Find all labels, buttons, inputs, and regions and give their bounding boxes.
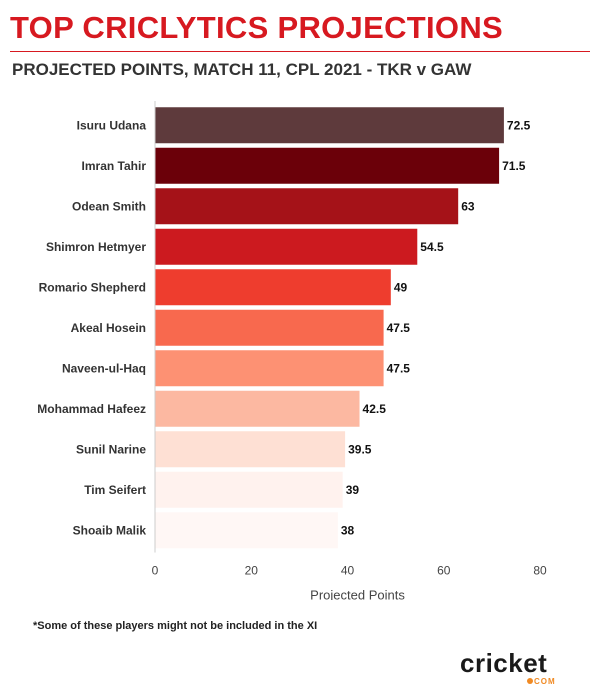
data-label: 38 — [341, 523, 355, 537]
footnote: *Some of these players might not be incl… — [33, 620, 318, 632]
cricket-com-logo: cricket COM — [460, 648, 575, 688]
data-label: 47.5 — [387, 361, 411, 375]
category-label: Naveen-ul-Haq — [62, 361, 146, 375]
bar-1 — [155, 107, 504, 144]
category-label: Tim Seifert — [84, 483, 146, 497]
x-tick-label: 60 — [437, 564, 451, 578]
data-label: 42.5 — [363, 402, 387, 416]
logo-wordmark: cricket — [460, 648, 548, 678]
data-label: 39.5 — [348, 442, 372, 456]
category-label: Isuru Udana — [77, 118, 147, 132]
data-label: 47.5 — [387, 321, 411, 335]
bar-2 — [155, 147, 500, 184]
data-label: 71.5 — [502, 159, 526, 173]
logo-suffix: COM — [534, 677, 556, 686]
category-label: Imran Tahir — [82, 159, 147, 173]
x-tick-label: 40 — [341, 564, 355, 578]
bar-chart: Isuru Udana 72.5 Imran Tahir 71.5 Odean Smit… — [37, 101, 547, 601]
chart-subtitle: PROJECTED POINTS, MATCH 11, CPL 2021 - T… — [12, 60, 472, 79]
data-label: 72.5 — [507, 118, 531, 132]
category-label: Mohammad Hafeez — [37, 402, 146, 416]
category-label: Shimron Hetmyer — [46, 240, 146, 254]
category-label: Odean Smith — [72, 199, 146, 213]
bar-8 — [155, 390, 360, 427]
bar-9 — [155, 431, 346, 468]
category-label: Akeal Hosein — [71, 321, 146, 335]
x-tick-label: 20 — [245, 564, 259, 578]
data-label: 49 — [394, 280, 408, 294]
data-label: 54.5 — [420, 240, 444, 254]
category-label: Romario Shepherd — [39, 280, 146, 294]
bar-7 — [155, 350, 384, 387]
bar-11 — [155, 512, 338, 549]
category-label: Sunil Narine — [76, 442, 146, 456]
bar-4 — [155, 228, 418, 265]
x-axis-title: Projected Points — [310, 588, 405, 601]
x-tick-label: 0 — [152, 564, 159, 578]
title-divider — [10, 51, 590, 52]
data-label: 63 — [461, 199, 475, 213]
bar-3 — [155, 188, 459, 225]
logo-dot-icon — [527, 678, 533, 684]
bar-6 — [155, 309, 384, 346]
category-label: Shoaib Malik — [73, 523, 147, 537]
bar-10 — [155, 471, 343, 508]
chart-title: TOP CRICLYTICS PROJECTIONS — [10, 10, 503, 45]
data-label: 39 — [346, 483, 360, 497]
bar-5 — [155, 269, 391, 306]
x-tick-label: 80 — [533, 564, 547, 578]
